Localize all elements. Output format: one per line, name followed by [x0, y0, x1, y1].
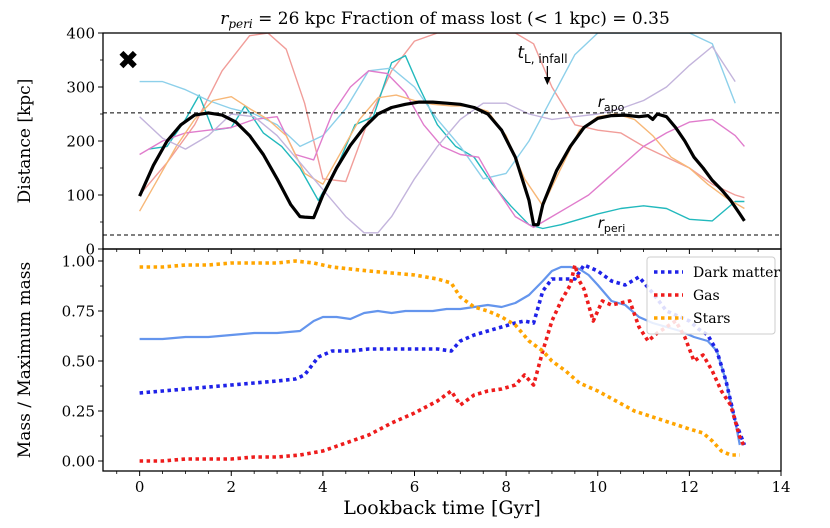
- series-dark-matter: [139, 263, 747, 446]
- distance-tick-label: 400: [66, 25, 95, 43]
- infall-label: tL, infall: [517, 43, 567, 66]
- mass-tick-label: 0.75: [62, 303, 95, 321]
- apo-sub: apo: [604, 101, 625, 114]
- peri-r: r: [598, 214, 605, 232]
- title-sub: peri: [228, 17, 253, 31]
- infall-sub: L, infall: [524, 52, 568, 66]
- mass-tick-label: 1.00: [62, 253, 95, 271]
- mass-tick-label: 0.25: [62, 403, 95, 421]
- cross-marker-icon: ✖: [117, 46, 139, 76]
- mass-ylabel: Mass / Maximum mass: [15, 262, 35, 458]
- time-tick-label: 10: [588, 478, 607, 496]
- distance-ylabel: Distance [kpc]: [15, 79, 35, 204]
- lightblue-track: [139, 33, 736, 180]
- lavender-track: [139, 45, 736, 234]
- infall-arrow: [543, 66, 551, 85]
- distance-tick-label: 300: [66, 79, 95, 97]
- apo-label: rapo: [598, 93, 625, 114]
- peri-label: rperi: [598, 214, 626, 235]
- title-rest: = 26 kpc Fraction of mass lost (< 1 kpc)…: [253, 9, 670, 29]
- orbit-tracks: [138, 33, 745, 234]
- legend-label: Stars: [693, 311, 730, 327]
- distance-tick-label: 100: [66, 187, 95, 205]
- time-xlabel: Lookback time [Gyr]: [343, 497, 541, 519]
- infall-t: t: [517, 43, 525, 63]
- legend-label: Gas: [693, 288, 720, 304]
- time-tick-label: 14: [771, 478, 790, 496]
- distance-tick-label: 0: [85, 241, 95, 259]
- distance-tick-label: 200: [66, 133, 95, 151]
- mass-panel: 0.00 0.25 0.50 0.75 1.00 Dark matter Gas Stars…: [15, 248, 782, 472]
- legend-box: [646, 256, 776, 335]
- legend-label: Dark matter: [693, 265, 780, 281]
- chart-title: rperi = 26 kpc Fraction of mass lost (< …: [220, 9, 670, 31]
- salmon-track: [139, 33, 745, 199]
- teal-track: [148, 55, 745, 230]
- time-tick-label: 6: [410, 478, 420, 496]
- distance-axis-ticks: 0 100 200 300 400: [66, 25, 103, 259]
- time-tick-label: 8: [501, 478, 511, 496]
- mass-panel-frame: [102, 248, 782, 472]
- main-orbit-line: [138, 100, 746, 227]
- time-axis-ticks: 0 2 4 6 8 10 12 14: [116, 249, 791, 496]
- mass-tick-label: 0.50: [62, 353, 95, 371]
- orange-track: [138, 94, 745, 212]
- title-r: r: [220, 9, 229, 29]
- main-orbit-group: [138, 100, 746, 227]
- apo-r: r: [598, 93, 605, 111]
- time-tick-label: 4: [318, 478, 328, 496]
- infall-arrow-head: [543, 77, 551, 85]
- time-tick-label: 2: [226, 478, 236, 496]
- mass-axis-ticks: 0.00 0.25 0.50 0.75 1.00: [62, 253, 103, 471]
- time-tick-label: 0: [135, 478, 145, 496]
- time-tick-label: 12: [680, 478, 699, 496]
- peri-sub: peri: [604, 222, 625, 235]
- legend: Dark matter Gas Stars: [646, 256, 780, 335]
- mass-tick-label: 0.00: [62, 453, 95, 471]
